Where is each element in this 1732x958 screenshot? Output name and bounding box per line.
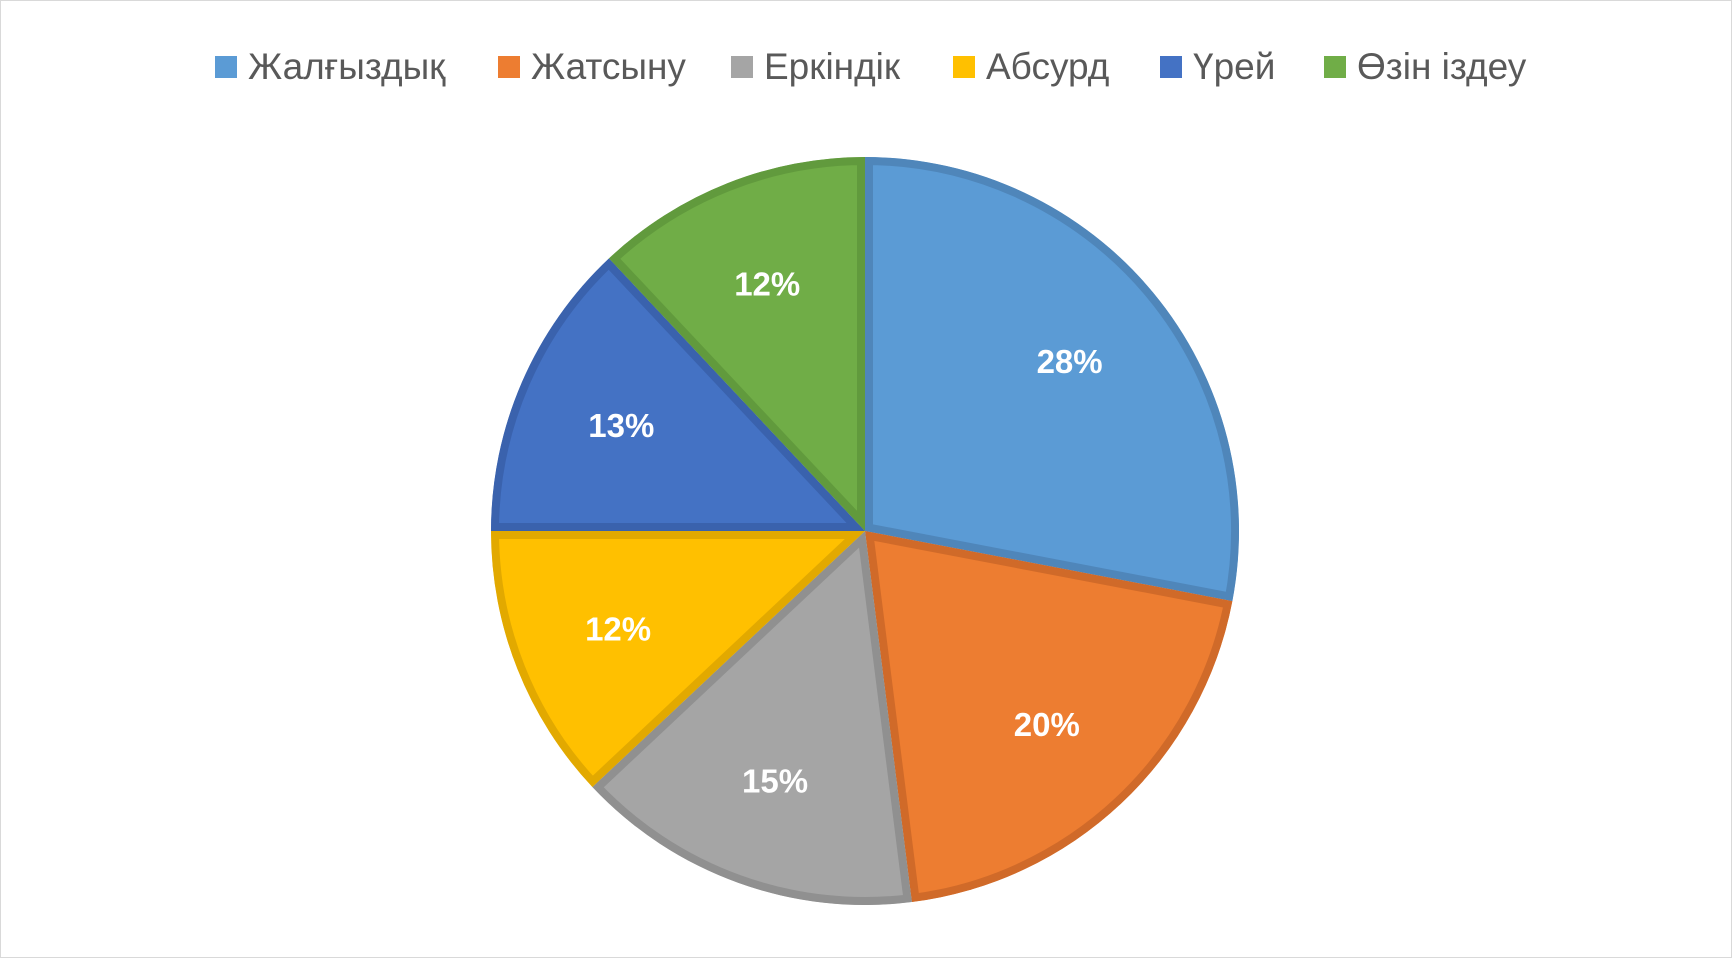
legend-item-zhatsynu: Жатсыну	[498, 42, 686, 92]
pie-slices	[491, 157, 1240, 905]
legend-item-absurd: Абсурд	[953, 42, 1109, 92]
legend-item-urey: Үрей	[1160, 42, 1275, 92]
pie-slice-ozin-izdeu	[608, 157, 865, 531]
data-label-absurd: 12%	[585, 610, 651, 647]
legend-swatch-erkindik	[731, 56, 753, 78]
legend-label-zhalgyzdyk: Жалғыздық	[248, 46, 446, 87]
pie-slice-absurd	[491, 531, 865, 788]
legend-swatch-zhalgyzdyk	[215, 56, 237, 78]
data-label-urey: 13%	[588, 407, 654, 444]
legend-item-erkindik: Еркіндік	[731, 42, 900, 92]
legend-swatch-ozin-izdeu	[1324, 56, 1346, 78]
data-label-erkindik: 15%	[742, 762, 808, 799]
legend-item-zhalgyzdyk: Жалғыздық	[215, 42, 445, 92]
chart-legend: Жалғыздық Жатсыну Еркіндік Абсурд Үрей Ө…	[0, 42, 1732, 92]
data-label-ozin-izdeu: 12%	[734, 266, 800, 303]
legend-swatch-urey	[1160, 56, 1182, 78]
legend-label-erkindik: Еркіндік	[764, 46, 901, 87]
legend-swatch-absurd	[953, 56, 975, 78]
pie-slice-urey	[491, 258, 865, 531]
legend-label-urey: Үрей	[1193, 46, 1276, 87]
pie-data-labels: 28% 20% 15% 12% 13% 12%	[585, 266, 1103, 800]
legend-label-ozin-izdeu: Өзін іздеу	[1357, 46, 1527, 87]
legend-item-ozin-izdeu: Өзін іздеу	[1324, 42, 1526, 92]
legend-label-absurd: Абсурд	[986, 46, 1110, 87]
legend-swatch-zhatsynu	[498, 56, 520, 78]
legend-label-zhatsynu: Жатсыну	[531, 46, 686, 87]
data-label-zhatsynu: 20%	[1014, 706, 1080, 743]
pie-slice-zhalgyzdyk	[865, 157, 1240, 602]
data-label-zhalgyzdyk: 28%	[1037, 343, 1103, 380]
